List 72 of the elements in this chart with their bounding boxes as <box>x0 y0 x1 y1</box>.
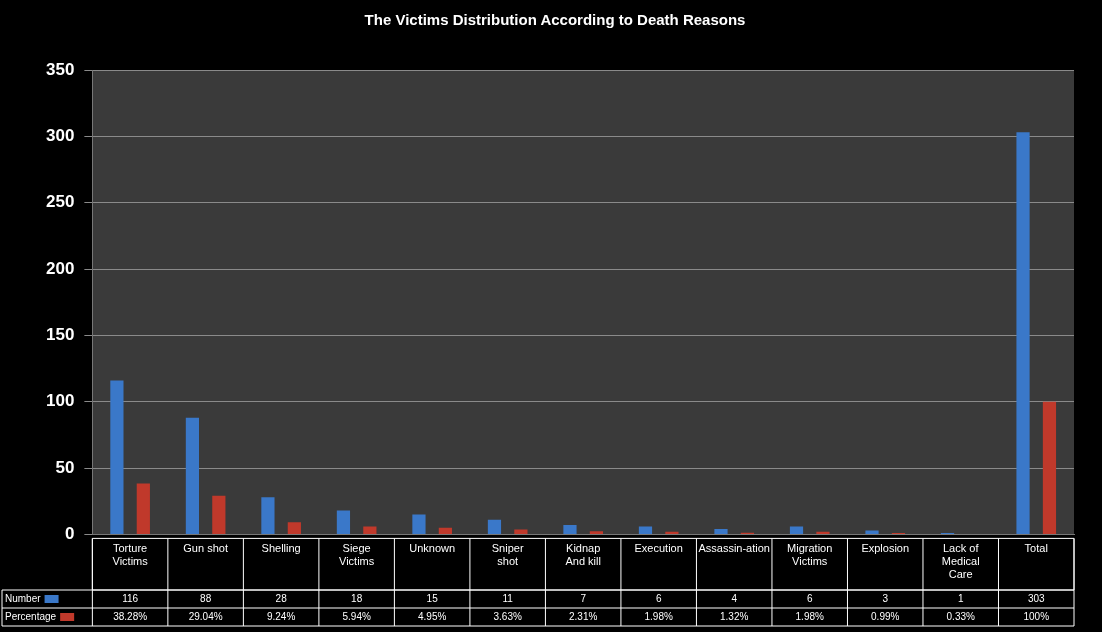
data-label: 7 <box>580 592 587 604</box>
y-tick-label: 0 <box>64 524 75 544</box>
bar <box>714 529 728 534</box>
y-tick-label: 300 <box>45 126 75 146</box>
bar <box>185 417 200 534</box>
x-tick-label: Assassin-ation <box>698 542 770 555</box>
data-label: 1.98% <box>795 610 824 622</box>
bar <box>665 531 679 534</box>
data-label: 0.33% <box>946 610 976 622</box>
bar <box>287 522 301 534</box>
y-tick-label: 100 <box>45 391 75 411</box>
data-label: 1.32% <box>720 610 749 622</box>
bar <box>261 497 275 534</box>
chart-title: The Victims Distribution According to Death Reasons <box>364 11 746 29</box>
bar <box>865 530 879 534</box>
x-tick-label: Gun shot <box>183 542 228 555</box>
data-label: 15 <box>426 592 439 604</box>
bar <box>514 529 528 534</box>
x-tick-label: Torture Victims <box>112 542 149 568</box>
x-tick-label: Total <box>1024 542 1048 555</box>
y-tick-label: 200 <box>45 258 75 278</box>
data-label: 2.31% <box>569 610 598 622</box>
data-label: 303 <box>1027 592 1046 604</box>
data-label: 100% <box>1023 610 1050 622</box>
x-tick-label: Sniper shot <box>491 542 524 568</box>
data-label: 0.99% <box>871 610 900 622</box>
bar <box>563 525 577 534</box>
x-tick-label: Kidnap And kill <box>565 542 601 568</box>
bar <box>487 519 502 534</box>
x-tick-label: Unknown <box>409 542 456 555</box>
data-label: 29.04% <box>188 610 223 622</box>
data-label: 116 <box>122 592 139 604</box>
bar <box>638 526 653 534</box>
bar <box>212 495 226 534</box>
bar <box>1016 132 1030 534</box>
x-tick-label: Execution <box>634 542 683 555</box>
data-label: 1.98% <box>644 610 673 622</box>
data-label: 3 <box>882 592 889 604</box>
legend-label: Percentage <box>5 610 57 622</box>
legend-label: Number <box>5 592 42 604</box>
data-label: 3.63% <box>493 610 522 622</box>
data-label: 9.24% <box>266 610 296 622</box>
x-tick-label: Siege Victims <box>339 542 375 568</box>
data-label: 38.28% <box>113 610 148 622</box>
bar <box>589 531 603 534</box>
data-label: 88 <box>200 592 212 604</box>
bar <box>412 514 426 534</box>
bar <box>336 510 351 534</box>
bar <box>789 526 804 534</box>
bar <box>1042 401 1057 534</box>
x-tick-label: Explosion <box>861 542 910 555</box>
bar <box>438 527 452 534</box>
data-label: 6 <box>655 592 662 604</box>
data-label: 18 <box>351 592 363 604</box>
data-label: 1 <box>957 592 964 604</box>
data-label: 6 <box>806 592 813 604</box>
data-label: 4.95% <box>417 610 447 622</box>
bar <box>363 526 377 534</box>
y-tick-label: 150 <box>45 325 75 345</box>
y-tick-label: 250 <box>45 192 75 212</box>
y-tick-label: 50 <box>55 457 75 477</box>
bar <box>816 531 830 534</box>
data-label: 28 <box>275 592 288 604</box>
data-label: 5.94% <box>342 610 371 622</box>
bar <box>110 380 124 534</box>
data-label: 11 <box>502 592 514 604</box>
x-tick-label: Lack of Medical Care <box>941 542 980 581</box>
data-label: 4 <box>731 592 738 604</box>
x-tick-label: Shelling <box>261 542 301 555</box>
x-tick-label: Migration Victims <box>787 542 833 568</box>
y-tick-label: 350 <box>45 59 75 79</box>
bar <box>136 483 150 534</box>
